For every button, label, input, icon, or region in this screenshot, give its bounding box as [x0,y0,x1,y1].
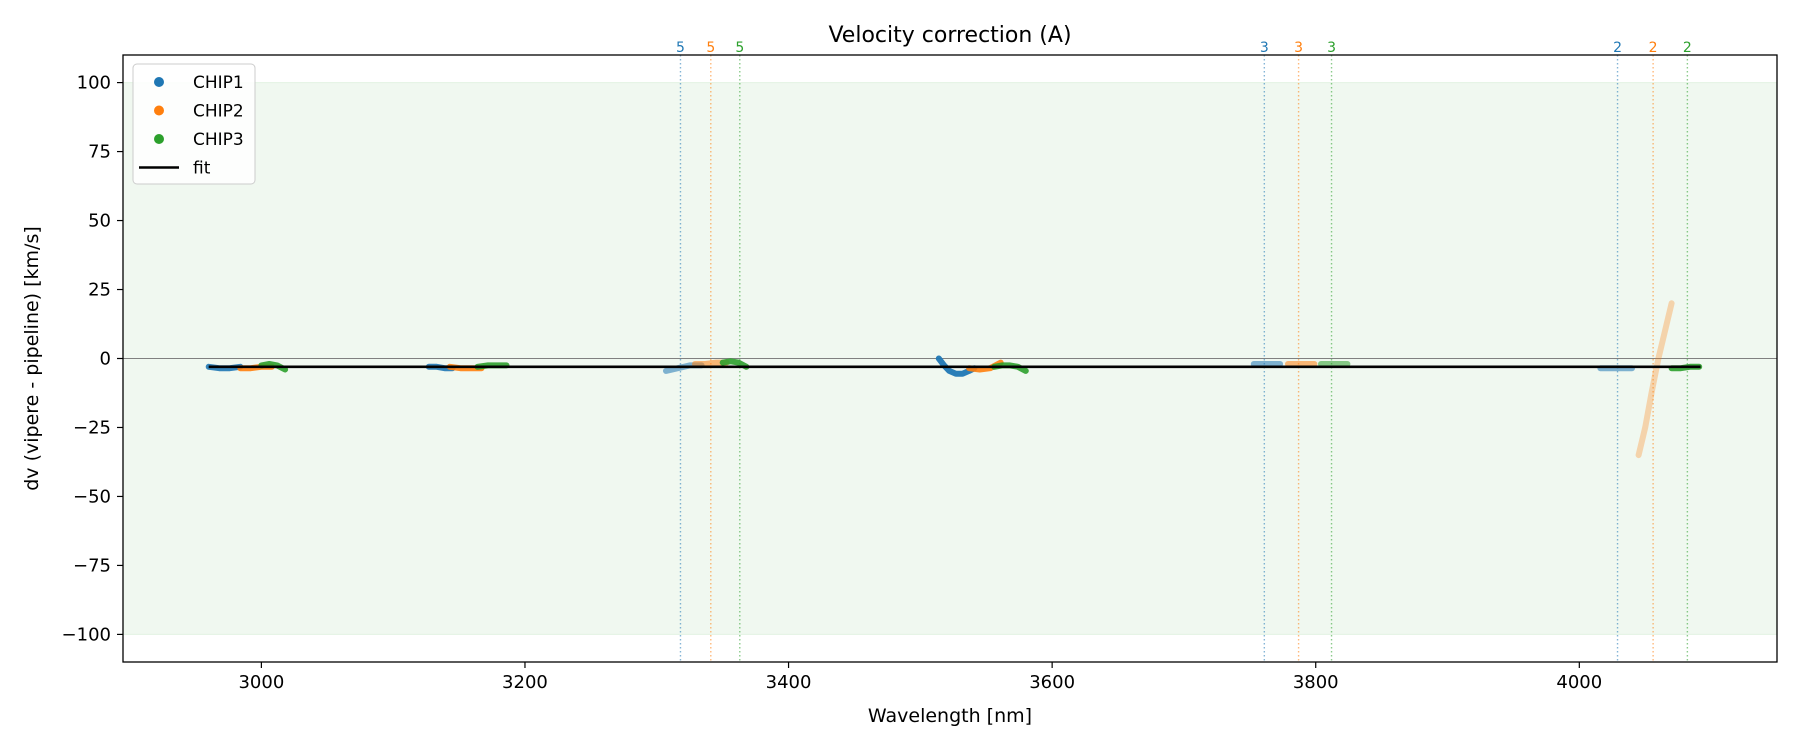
x-tick-label: 3200 [502,672,548,693]
order-marker-label: 2 [1613,40,1622,56]
x-tick-label: 3600 [1029,672,1075,693]
legend-label-chip3: CHIP3 [193,130,244,150]
x-axis-title: Wavelength [nm] [868,705,1032,727]
order-marker-label: 3 [1260,40,1269,56]
legend-marker-chip3 [154,134,164,144]
y-tick-label: 100 [77,73,111,94]
y-tick-label: −100 [62,624,111,645]
legend-label-chip2: CHIP2 [193,102,244,122]
legend-marker-chip1 [154,77,164,87]
order-marker-label: 2 [1649,40,1658,56]
y-axis: −100 −75 −50 −25 0 25 50 75 100 [62,73,123,645]
y-tick-label: 25 [88,280,111,301]
y-tick-label: −25 [73,417,111,438]
x-tick-label: 3800 [1293,672,1339,693]
y-tick-label: −75 [73,555,111,576]
legend-marker-chip2 [154,105,164,116]
legend: CHIP1 CHIP2 CHIP3 fit [132,63,256,185]
order-marker-label: 3 [1327,40,1336,56]
y-tick-label: 75 [88,142,111,163]
legend-label-chip1: CHIP1 [193,73,244,93]
order-marker-label: 5 [735,40,744,56]
legend-label-fit: fit [193,159,211,179]
y-tick-label: −50 [73,486,111,507]
order-marker-label: 5 [676,40,685,56]
order-marker-labels: 5 5 5 3 3 3 2 2 2 [676,40,1692,56]
x-tick-label: 4000 [1556,672,1602,693]
series-segment-chip2 [1635,300,1675,459]
y-axis-title: dv (vipere - pipeline) [km/s] [21,226,43,491]
y-tick-label: 50 [88,211,111,232]
y-tick-label: 0 [100,349,111,370]
x-tick-label: 3400 [766,672,812,693]
legend-box [132,63,256,185]
order-marker-label: 2 [1683,40,1692,56]
order-marker-label: 3 [1294,40,1303,56]
order-marker-lines [679,55,1689,662]
series-segment-chip3 [719,358,750,370]
order-marker-label: 5 [706,40,715,56]
x-tick-label: 3000 [238,672,284,693]
x-axis: 3000 3200 3400 3600 3800 4000 [238,662,1602,693]
chart-title: Velocity correction (A) [828,23,1071,48]
